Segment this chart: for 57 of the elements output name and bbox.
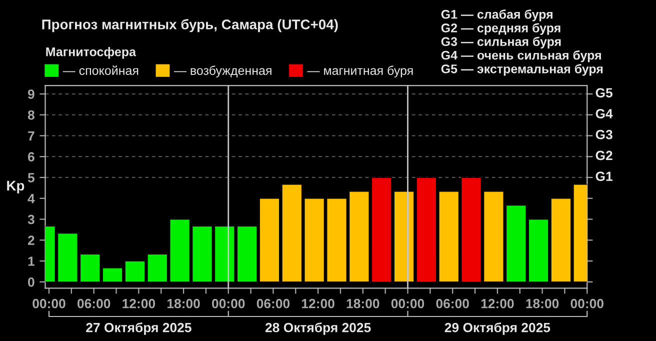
x-tick-label: 00:00 [212, 298, 245, 308]
x-tick-label: 00:00 [32, 298, 66, 308]
x-tick-label: 06:00 [77, 298, 110, 308]
bar [192, 226, 212, 282]
legend-label: — возбужденная [174, 66, 272, 78]
bar [57, 232, 78, 282]
x-tick-label: 00:00 [570, 298, 604, 308]
text: G5 — экстремальная буря [441, 64, 603, 76]
x-tick-label: 18:00 [346, 298, 380, 308]
y-tick-label: 7 [28, 131, 34, 140]
y-axis-title: Kp [7, 180, 24, 194]
ref-line-label: G3 [596, 130, 612, 140]
y-tick-label: 9 [28, 90, 34, 99]
ref-line-label: G2 [596, 150, 612, 160]
bar [147, 254, 168, 282]
bar [483, 191, 504, 282]
text: G2 — средняя буря [441, 23, 560, 35]
ref-line-label: G4 [596, 109, 613, 118]
x-tick-label: 12:00 [122, 298, 156, 308]
bar [506, 204, 526, 282]
y-tick-label: 2 [28, 236, 34, 245]
ref-line-label: G5 [596, 88, 612, 98]
text: 27 Октября 2025 [86, 322, 192, 335]
y-tick-label: 0 [28, 277, 34, 287]
bar [304, 198, 325, 282]
y-tick-label: 3 [28, 214, 34, 224]
chart-title: Прогноз магнитных бурь, Самара (UTC+04) [42, 19, 338, 32]
ref-line-label: G1 [596, 172, 612, 182]
x-tick-label: 00:00 [391, 298, 424, 308]
x-tick-label: 12:00 [481, 298, 514, 308]
y-tick-label: 8 [28, 110, 34, 120]
bar [326, 198, 347, 282]
text: G1 — слабая буря [441, 9, 552, 22]
x-tick-label: 12:00 [302, 298, 334, 308]
bar [282, 184, 302, 282]
legend-label: — магнитная буря [307, 66, 413, 78]
bar [348, 191, 370, 282]
bar [214, 226, 235, 282]
text: G4 — очень сильная буря [441, 50, 601, 62]
y-tick-label: 1 [28, 256, 34, 266]
x-tick-label: 06:00 [256, 298, 290, 308]
y-tick-label: 4 [28, 194, 35, 204]
legend-label: — спокойная [62, 66, 138, 75]
x-tick-label: 06:00 [436, 298, 469, 308]
text: 29 Октября 2025 [444, 322, 550, 335]
y-tick-label: 6 [28, 152, 34, 162]
text: 28 Октября 2025 [265, 322, 371, 335]
text: G3 — сильная буря [441, 36, 561, 49]
bar [461, 177, 482, 282]
bar [80, 254, 100, 282]
x-tick-label: 18:00 [167, 298, 200, 308]
bar [438, 191, 460, 282]
bar [170, 218, 190, 282]
legend-title: Магнитосфера [46, 47, 136, 59]
bar [371, 177, 392, 282]
y-tick-label: 5 [28, 173, 34, 182]
x-tick-label: 18:00 [526, 298, 559, 308]
